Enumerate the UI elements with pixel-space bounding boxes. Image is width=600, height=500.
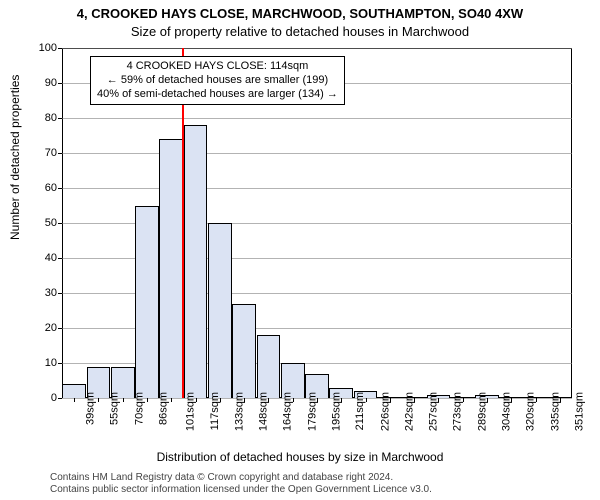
x-tick-mark	[511, 398, 512, 402]
x-tick-mark	[438, 398, 439, 402]
histogram-bar	[208, 223, 232, 398]
histogram-bar	[257, 335, 281, 398]
x-axis-label: Distribution of detached houses by size …	[0, 450, 600, 464]
info-box-line2: ← 59% of detached houses are smaller (19…	[97, 74, 338, 88]
y-tick-label: 0	[51, 392, 57, 404]
x-tick-label: 351sqm	[573, 392, 585, 431]
y-tick-label: 20	[45, 322, 57, 334]
x-tick-mark	[390, 398, 391, 402]
footer-line1: Contains HM Land Registry data © Crown c…	[50, 472, 432, 484]
chart-container: 4, CROOKED HAYS CLOSE, MARCHWOOD, SOUTHA…	[0, 0, 600, 500]
x-tick-mark	[244, 398, 245, 402]
x-tick-mark	[171, 398, 172, 402]
y-tick-label: 70	[45, 147, 57, 159]
footer-line2: Contains public sector information licen…	[50, 484, 432, 496]
x-tick-mark	[414, 398, 415, 402]
histogram-bar	[159, 139, 183, 398]
x-tick-label: 86sqm	[158, 392, 170, 425]
y-tick-label: 30	[45, 287, 57, 299]
y-tick-mark	[58, 258, 62, 259]
y-tick-mark	[58, 363, 62, 364]
y-tick-label: 40	[45, 252, 57, 264]
x-tick-mark	[463, 398, 464, 402]
x-tick-label: 70sqm	[133, 392, 145, 425]
x-tick-mark	[196, 398, 197, 402]
x-tick-mark	[268, 398, 269, 402]
chart-title-line2: Size of property relative to detached ho…	[0, 24, 600, 39]
y-tick-mark	[58, 293, 62, 294]
info-box-line3: 40% of semi-detached houses are larger (…	[97, 88, 338, 102]
x-tick-mark	[487, 398, 488, 402]
y-tick-mark	[58, 223, 62, 224]
x-tick-mark	[293, 398, 294, 402]
y-tick-mark	[58, 398, 62, 399]
y-tick-label: 90	[45, 77, 57, 89]
x-tick-mark	[147, 398, 148, 402]
x-tick-mark	[123, 398, 124, 402]
grid-line	[62, 188, 572, 189]
x-tick-mark	[98, 398, 99, 402]
x-tick-mark	[560, 398, 561, 402]
y-tick-mark	[58, 118, 62, 119]
x-tick-label: 39sqm	[85, 392, 97, 425]
y-tick-mark	[58, 153, 62, 154]
info-box-line1: 4 CROOKED HAYS CLOSE: 114sqm	[97, 60, 338, 74]
x-tick-mark	[366, 398, 367, 402]
x-tick-label: 55sqm	[109, 392, 121, 425]
y-tick-label: 60	[45, 182, 57, 194]
grid-line	[62, 118, 572, 119]
x-tick-mark	[341, 398, 342, 402]
x-tick-mark	[317, 398, 318, 402]
histogram-bar	[184, 125, 208, 398]
y-tick-label: 100	[39, 42, 57, 54]
histogram-bar	[135, 206, 159, 399]
y-tick-mark	[58, 48, 62, 49]
histogram-bar	[232, 304, 256, 399]
chart-title-line1: 4, CROOKED HAYS CLOSE, MARCHWOOD, SOUTHA…	[0, 6, 600, 21]
x-tick-mark	[220, 398, 221, 402]
y-axis-label: Number of detached properties	[8, 75, 22, 240]
y-tick-mark	[58, 83, 62, 84]
y-tick-label: 50	[45, 217, 57, 229]
y-tick-label: 10	[45, 357, 57, 369]
x-tick-mark	[74, 398, 75, 402]
y-tick-mark	[58, 188, 62, 189]
plot-area: 0102030405060708090100 39sqm55sqm70sqm86…	[62, 48, 572, 398]
grid-line	[62, 153, 572, 154]
grid-line	[62, 48, 572, 49]
info-box: 4 CROOKED HAYS CLOSE: 114sqm← 59% of det…	[90, 56, 345, 105]
chart-footer: Contains HM Land Registry data © Crown c…	[50, 472, 432, 496]
histogram-bar	[62, 384, 86, 398]
x-tick-mark	[536, 398, 537, 402]
y-tick-label: 80	[45, 112, 57, 124]
y-tick-mark	[58, 328, 62, 329]
